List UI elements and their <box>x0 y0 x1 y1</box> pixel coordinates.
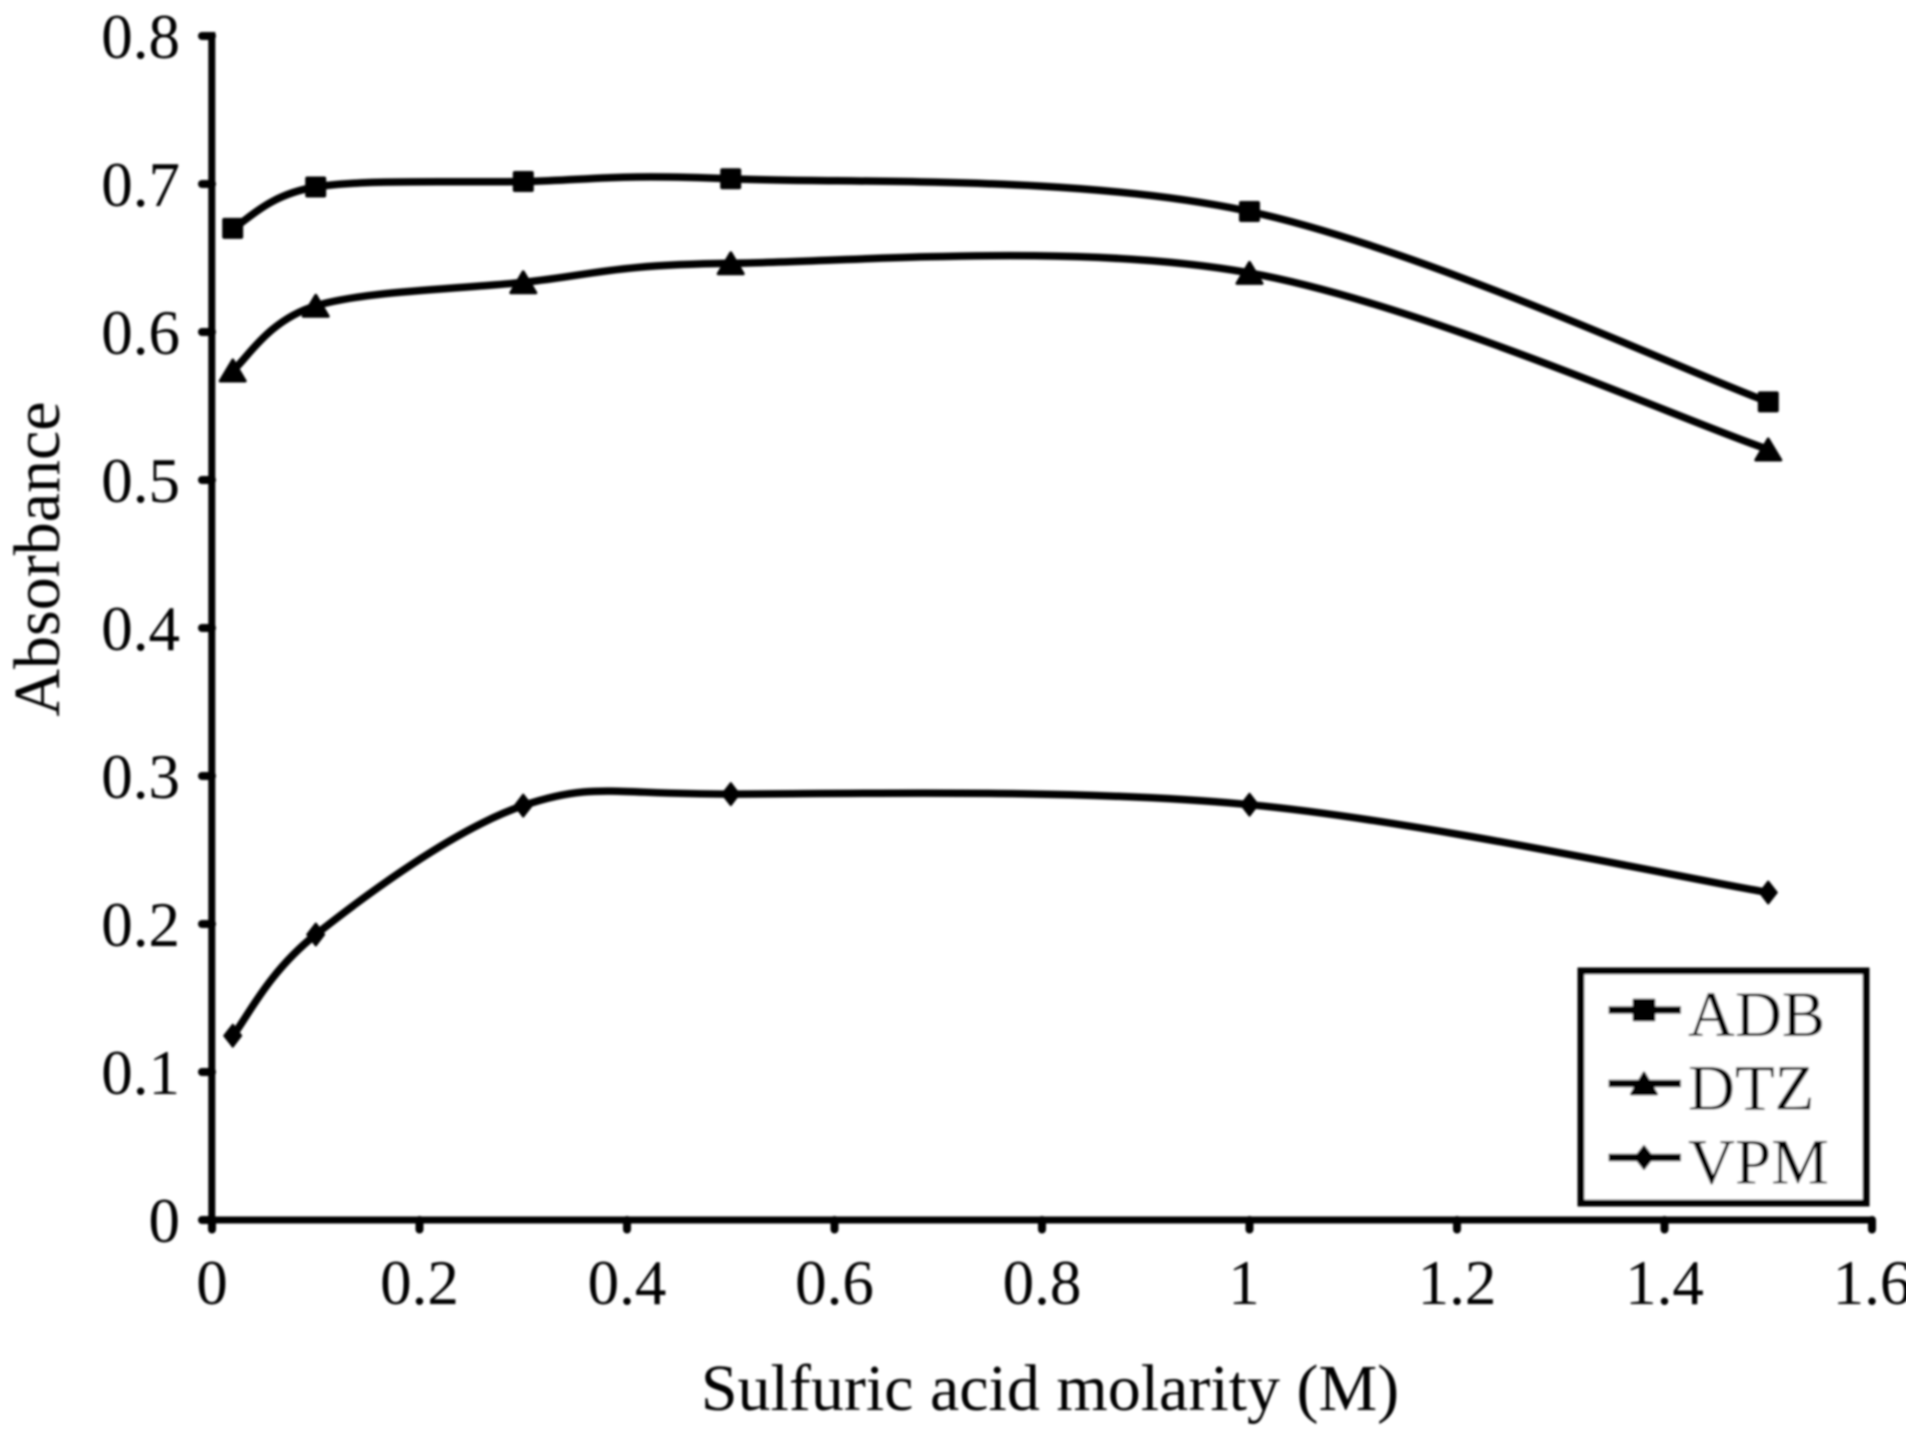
svg-text:0.4: 0.4 <box>588 1248 667 1318</box>
svg-text:0.8: 0.8 <box>101 2 180 72</box>
svg-text:DTZ: DTZ <box>1688 1053 1814 1125</box>
svg-text:ADB: ADB <box>1688 979 1825 1051</box>
svg-text:1.6: 1.6 <box>1833 1248 1906 1318</box>
svg-text:VPM: VPM <box>1688 1127 1829 1199</box>
svg-text:1: 1 <box>1228 1248 1260 1318</box>
svg-text:0.4: 0.4 <box>101 594 180 664</box>
svg-text:0: 0 <box>149 1186 181 1256</box>
svg-text:0.8: 0.8 <box>1003 1248 1082 1318</box>
svg-text:0.6: 0.6 <box>101 298 180 368</box>
svg-text:0.2: 0.2 <box>101 890 180 960</box>
svg-text:0: 0 <box>196 1248 228 1318</box>
svg-text:0.1: 0.1 <box>101 1038 180 1108</box>
svg-text:0.6: 0.6 <box>795 1248 874 1318</box>
svg-text:1.4: 1.4 <box>1625 1248 1704 1318</box>
svg-text:0.5: 0.5 <box>101 446 180 516</box>
svg-text:1.2: 1.2 <box>1418 1248 1497 1318</box>
svg-text:Absorbance: Absorbance <box>1 401 74 716</box>
svg-text:0.7: 0.7 <box>101 150 180 220</box>
svg-text:0.3: 0.3 <box>101 742 180 812</box>
svg-text:Sulfuric acid molarity (M): Sulfuric acid molarity (M) <box>701 1352 1399 1425</box>
svg-text:0.2: 0.2 <box>380 1248 459 1318</box>
